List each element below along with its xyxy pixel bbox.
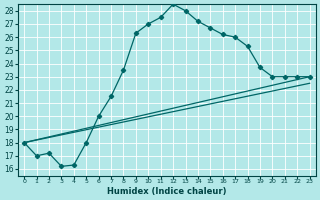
X-axis label: Humidex (Indice chaleur): Humidex (Indice chaleur): [107, 187, 227, 196]
